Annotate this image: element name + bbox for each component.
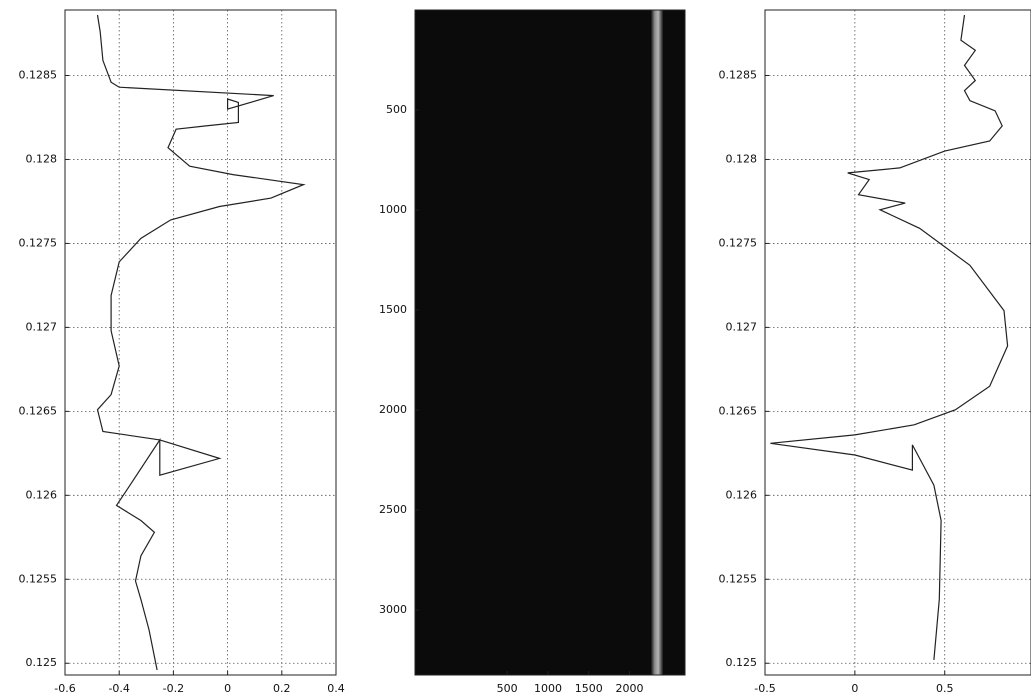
x-tick-label: 2000 [616,682,644,695]
image-background [415,10,685,675]
axes-frame [414,9,686,676]
y-tick-label: 0.125 [26,656,58,669]
y-tick-label: 0.1255 [19,572,58,585]
data-line [770,14,1009,660]
y-tick-label: 0.1255 [719,572,758,585]
axes-frame [764,9,1031,676]
data-line [96,14,306,671]
y-tick-label: 1500 [379,303,407,316]
y-tick-label: 0.1275 [19,236,58,249]
y-tick-label: 1000 [379,203,407,216]
y-tick-label: 0.1285 [719,68,758,81]
y-tick-label: 3000 [379,603,407,616]
y-tick-label: 0.1275 [719,236,758,249]
x-tick-label: 1500 [575,682,603,695]
y-tick-label: 0.125 [726,656,758,669]
y-tick-label: 0.1285 [19,68,58,81]
x-tick-label: -0.5 [754,682,775,695]
x-tick-label: 0.4 [327,682,345,695]
x-tick-label: 0 [224,682,231,695]
y-tick-label: 0.1265 [19,404,58,417]
y-tick-label: 0.128 [26,152,58,165]
y-tick-label: 500 [386,103,407,116]
x-tick-label: 0.2 [273,682,291,695]
x-tick-label: -0.4 [108,682,129,695]
y-tick-label: 0.128 [726,152,758,165]
y-tick-label: 2500 [379,503,407,516]
x-tick-label: 500 [497,682,518,695]
x-tick-label: 1000 [534,682,562,695]
x-tick-label: 0.5 [936,682,954,695]
x-tick-label: -0.6 [54,682,75,695]
y-tick-label: 2000 [379,403,407,416]
x-tick-label: 0 [851,682,858,695]
image-stripe [651,10,663,675]
y-tick-label: 0.126 [26,488,58,501]
x-tick-label: -0.2 [163,682,184,695]
y-tick-label: 0.1265 [719,404,758,417]
y-tick-label: 0.127 [726,320,758,333]
y-tick-label: 0.126 [726,488,758,501]
axes-frame [64,9,337,676]
y-tick-label: 0.127 [26,320,58,333]
